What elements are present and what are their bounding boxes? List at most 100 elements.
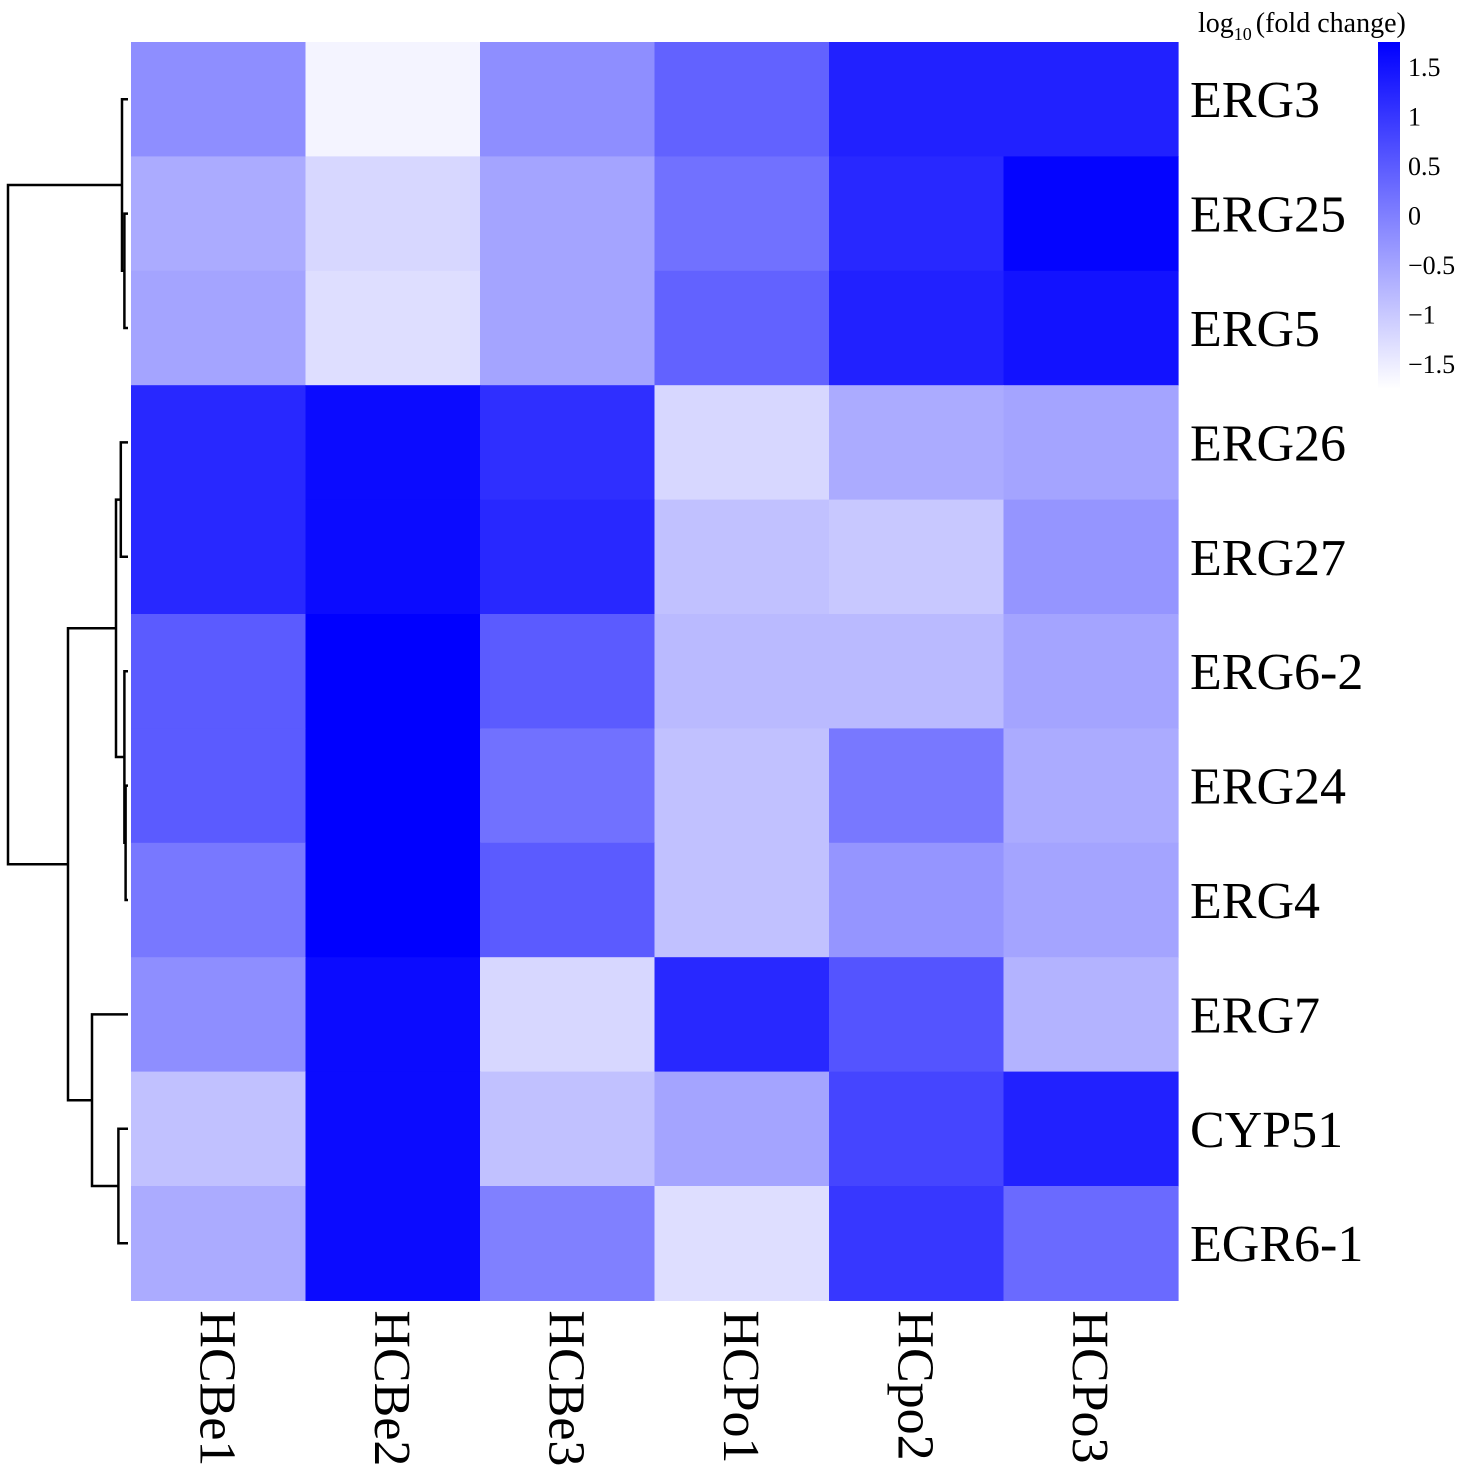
heatmap-cells <box>131 42 1179 1301</box>
heatmap-cell <box>131 385 307 501</box>
row-label: ERG7 <box>1190 987 1320 1044</box>
heatmap-cell <box>654 156 830 272</box>
legend-color-bar <box>1378 42 1400 389</box>
heatmap-cell <box>480 842 656 958</box>
heatmap-cell <box>305 1186 481 1301</box>
row-label: EGR6-1 <box>1190 1216 1363 1273</box>
heatmap-cell <box>480 270 656 386</box>
row-label: ERG27 <box>1190 530 1346 587</box>
column-label: HCBe1 <box>188 1310 245 1466</box>
legend-tick-label: −1 <box>1408 301 1436 330</box>
column-label: HCPo1 <box>712 1310 769 1463</box>
heatmap-cell <box>654 842 830 958</box>
heatmap-cell <box>829 270 1005 386</box>
row-dendrogram <box>6 97 128 1245</box>
heatmap-cell <box>654 1186 830 1301</box>
heatmap-cell <box>305 614 481 729</box>
row-label: ERG26 <box>1190 415 1346 472</box>
heatmap-cell <box>305 42 481 157</box>
heatmap-cell <box>131 1186 307 1301</box>
heatmap-cell <box>654 1071 830 1187</box>
heatmap-cell <box>480 42 656 157</box>
heatmap-cell <box>480 1071 656 1187</box>
heatmap-cell <box>1003 385 1179 501</box>
heatmap-cell <box>1003 270 1179 386</box>
heatmap-cell <box>829 385 1005 501</box>
heatmap-cell <box>1003 156 1179 272</box>
row-label: ERG6-2 <box>1190 644 1363 701</box>
row-label: ERG25 <box>1190 187 1346 244</box>
heatmap-cell <box>131 842 307 958</box>
heatmap-cell <box>1003 728 1179 844</box>
heatmap-cell <box>654 957 830 1073</box>
heatmap-cell <box>480 614 656 729</box>
heatmap-cell <box>654 614 830 729</box>
heatmap-cell <box>305 957 481 1073</box>
color-legend: log10 (fold change) 1.5 1 0.5 0 −0.5 −1 −1.5 <box>1198 8 1455 389</box>
heatmap-cell <box>305 270 481 386</box>
heatmap-cell <box>829 728 1005 844</box>
column-label: HCpo2 <box>886 1310 943 1460</box>
heatmap-cell <box>305 499 481 615</box>
column-label: HCPo3 <box>1061 1310 1118 1463</box>
dendrogram-branch <box>124 784 128 902</box>
heatmap-cell <box>829 842 1005 958</box>
legend-tick-label: 1 <box>1408 102 1421 131</box>
dendrogram-branch <box>119 441 128 559</box>
heatmap-cell <box>131 270 307 386</box>
heatmap-cell <box>654 499 830 615</box>
heatmap-cell <box>1003 957 1179 1073</box>
dendrogram-branch <box>123 212 128 330</box>
row-label: ERG3 <box>1190 72 1320 129</box>
row-label: CYP51 <box>1190 1102 1343 1159</box>
heatmap-cell <box>131 42 307 157</box>
dendrogram-branch <box>90 1013 128 1188</box>
heatmap-cell <box>131 614 307 729</box>
row-label: ERG24 <box>1190 759 1346 816</box>
heatmap-cell <box>480 1186 656 1301</box>
heatmap-cell <box>829 1186 1005 1301</box>
heatmap-cell <box>131 957 307 1073</box>
heatmap-cell <box>305 728 481 844</box>
dendrogram-branch <box>6 183 122 866</box>
heatmap-cell <box>305 385 481 501</box>
row-label: ERG5 <box>1190 301 1320 358</box>
legend-tick-label: −0.5 <box>1408 251 1455 280</box>
heatmap-cell <box>1003 1186 1179 1301</box>
legend-title: log10 (fold change) <box>1198 8 1406 44</box>
heatmap-cell <box>829 957 1005 1073</box>
column-labels: HCBe1 HCBe2 HCBe3 HCPo1 HCpo2 HCPo3 <box>188 1310 1118 1466</box>
dendrogram-branch <box>117 1127 128 1245</box>
heatmap-cell <box>480 499 656 615</box>
heatmap-cell <box>480 156 656 272</box>
heatmap-cell <box>305 156 481 272</box>
heatmap-cell <box>131 1071 307 1187</box>
heatmap-cell <box>480 728 656 844</box>
heatmap-cell <box>1003 842 1179 958</box>
legend-ticks: 1.5 1 0.5 0 −0.5 −1 −1.5 <box>1408 53 1455 379</box>
row-labels: ERG3 ERG25 ERG5 ERG26 ERG27 ERG6-2 ERG24 ERG4 ER… <box>1190 72 1363 1273</box>
heatmap-cell <box>654 385 830 501</box>
heatmap-cell <box>829 614 1005 729</box>
heatmap-cell <box>305 1071 481 1187</box>
heatmap-cell <box>131 156 307 272</box>
heatmap-cell <box>131 499 307 615</box>
heatmap-cell <box>131 728 307 844</box>
column-label: HCBe3 <box>537 1310 594 1466</box>
heatmap-cell <box>1003 499 1179 615</box>
heatmap-cell <box>829 1071 1005 1187</box>
heatmap-cell <box>1003 1071 1179 1187</box>
heatmap-cell <box>654 728 830 844</box>
heatmap-cell <box>654 42 830 157</box>
column-label: HCBe2 <box>363 1310 420 1466</box>
legend-tick-label: 0 <box>1408 202 1421 231</box>
heatmap-cell <box>1003 614 1179 729</box>
heatmap-cell <box>305 842 481 958</box>
legend-tick-label: −1.5 <box>1408 350 1455 379</box>
heatmap-cell <box>1003 42 1179 157</box>
heatmap-cell <box>654 270 830 386</box>
legend-tick-label: 0.5 <box>1408 152 1441 181</box>
heatmap-cell <box>480 385 656 501</box>
legend-tick-label: 1.5 <box>1408 53 1441 82</box>
